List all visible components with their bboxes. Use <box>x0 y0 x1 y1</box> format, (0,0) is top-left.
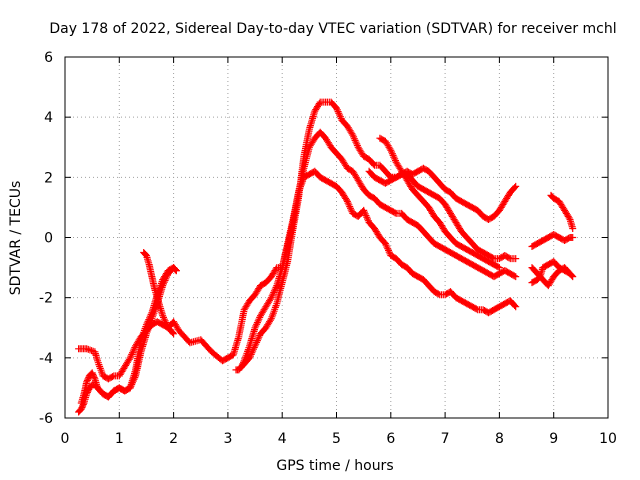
series-track-k <box>528 264 574 290</box>
y-tick-label: -6 <box>39 411 53 427</box>
y-axis-label: SDTVAR / TECUs <box>8 181 24 296</box>
y-tick-label: -4 <box>39 351 53 367</box>
series-track-h <box>376 134 503 272</box>
series-markers <box>528 264 574 290</box>
y-tick-label: 4 <box>44 110 53 126</box>
y-tick-label: 0 <box>44 231 53 247</box>
x-tick-label: 8 <box>495 431 504 447</box>
series-markers <box>238 128 520 371</box>
data-points <box>75 98 577 416</box>
x-tick-label: 4 <box>278 431 287 447</box>
x-tick-label: 9 <box>549 431 558 447</box>
y-tick-label: 2 <box>44 170 53 186</box>
y-tick-label: -2 <box>39 291 53 307</box>
x-tick-label: 5 <box>332 431 341 447</box>
series-track-d <box>140 249 178 338</box>
x-axis-label: GPS time / hours <box>276 458 393 474</box>
x-tick-label: 3 <box>223 431 232 447</box>
x-tick-label: 10 <box>599 431 617 447</box>
series-markers <box>528 231 577 250</box>
series-markers <box>77 264 180 407</box>
series-track-i <box>528 231 577 250</box>
y-tick-label: 6 <box>44 50 53 66</box>
y-axis-ticks: -6 -4 -2 0 2 4 6 <box>39 50 608 427</box>
x-tick-label: 1 <box>115 431 124 447</box>
series-markers <box>376 134 503 272</box>
series-markers <box>547 191 577 232</box>
series-markers <box>140 249 178 338</box>
series-track-l <box>547 191 577 232</box>
x-tick-label: 2 <box>169 431 178 447</box>
series-track-f <box>238 128 520 371</box>
x-axis-ticks: 0 1 2 3 4 5 6 7 8 9 10 <box>61 57 617 447</box>
series-track-c <box>77 264 180 407</box>
chart-title: Day 178 of 2022, Sidereal Day-to-day VTE… <box>49 21 616 37</box>
x-tick-label: 6 <box>386 431 395 447</box>
x-tick-label: 0 <box>61 431 70 447</box>
x-tick-label: 7 <box>441 431 450 447</box>
